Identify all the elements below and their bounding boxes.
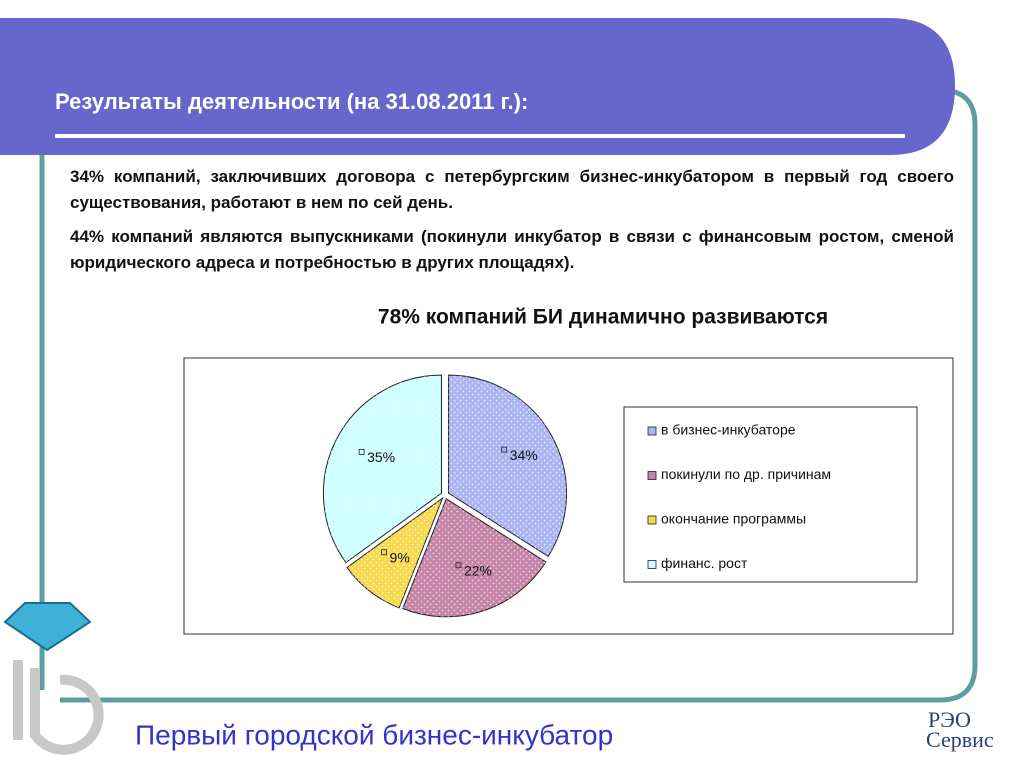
svg-text:РЭО: РЭО xyxy=(928,707,971,732)
data-label: 9% xyxy=(390,549,410,565)
legend-swatch xyxy=(647,426,657,436)
legend-swatch xyxy=(647,515,657,525)
pie-slice-texture xyxy=(402,498,546,617)
legend-label: финанс. рост xyxy=(661,555,748,571)
logo-left xyxy=(3,602,104,755)
paragraph: 44% компаний являются выпускниками (поки… xyxy=(70,227,954,272)
label-marker xyxy=(501,446,508,453)
header-bar xyxy=(0,18,955,155)
legend-label: в бизнес-инкубаторе xyxy=(661,422,796,438)
legend-label: покинули по др. причинам xyxy=(661,466,831,482)
label-marker xyxy=(381,549,387,556)
chart-title: 78% компаний БИ динамично развиваются xyxy=(378,306,828,329)
paragraph: 34% компаний, заключивших договора с пет… xyxy=(70,167,954,212)
pie-slice-texture xyxy=(448,375,567,557)
logo-right: РЭО Сервис xyxy=(926,707,994,752)
pie-slice-texture xyxy=(347,498,443,608)
data-label: 34% xyxy=(510,447,538,463)
pie-slice-texture xyxy=(323,375,442,563)
legend-swatch xyxy=(647,560,657,569)
footer-title: Первый городской бизнес-инкубатор xyxy=(135,719,613,750)
data-label: 35% xyxy=(367,449,395,465)
header-title: Результаты деятельности (на 31.08.2011 г… xyxy=(55,89,528,114)
label-marker xyxy=(455,562,462,569)
legend-items: в бизнес-инкубаторе покинули по др. причи… xyxy=(647,422,831,571)
label-marker xyxy=(358,448,365,455)
pie: 34% 22% 9% 35% xyxy=(322,374,567,618)
svg-text:Сервис: Сервис xyxy=(926,727,994,752)
legend-swatch xyxy=(647,471,657,480)
legend xyxy=(623,406,918,583)
legend-label: окончание программы xyxy=(661,511,806,527)
data-label: 22% xyxy=(464,562,492,578)
